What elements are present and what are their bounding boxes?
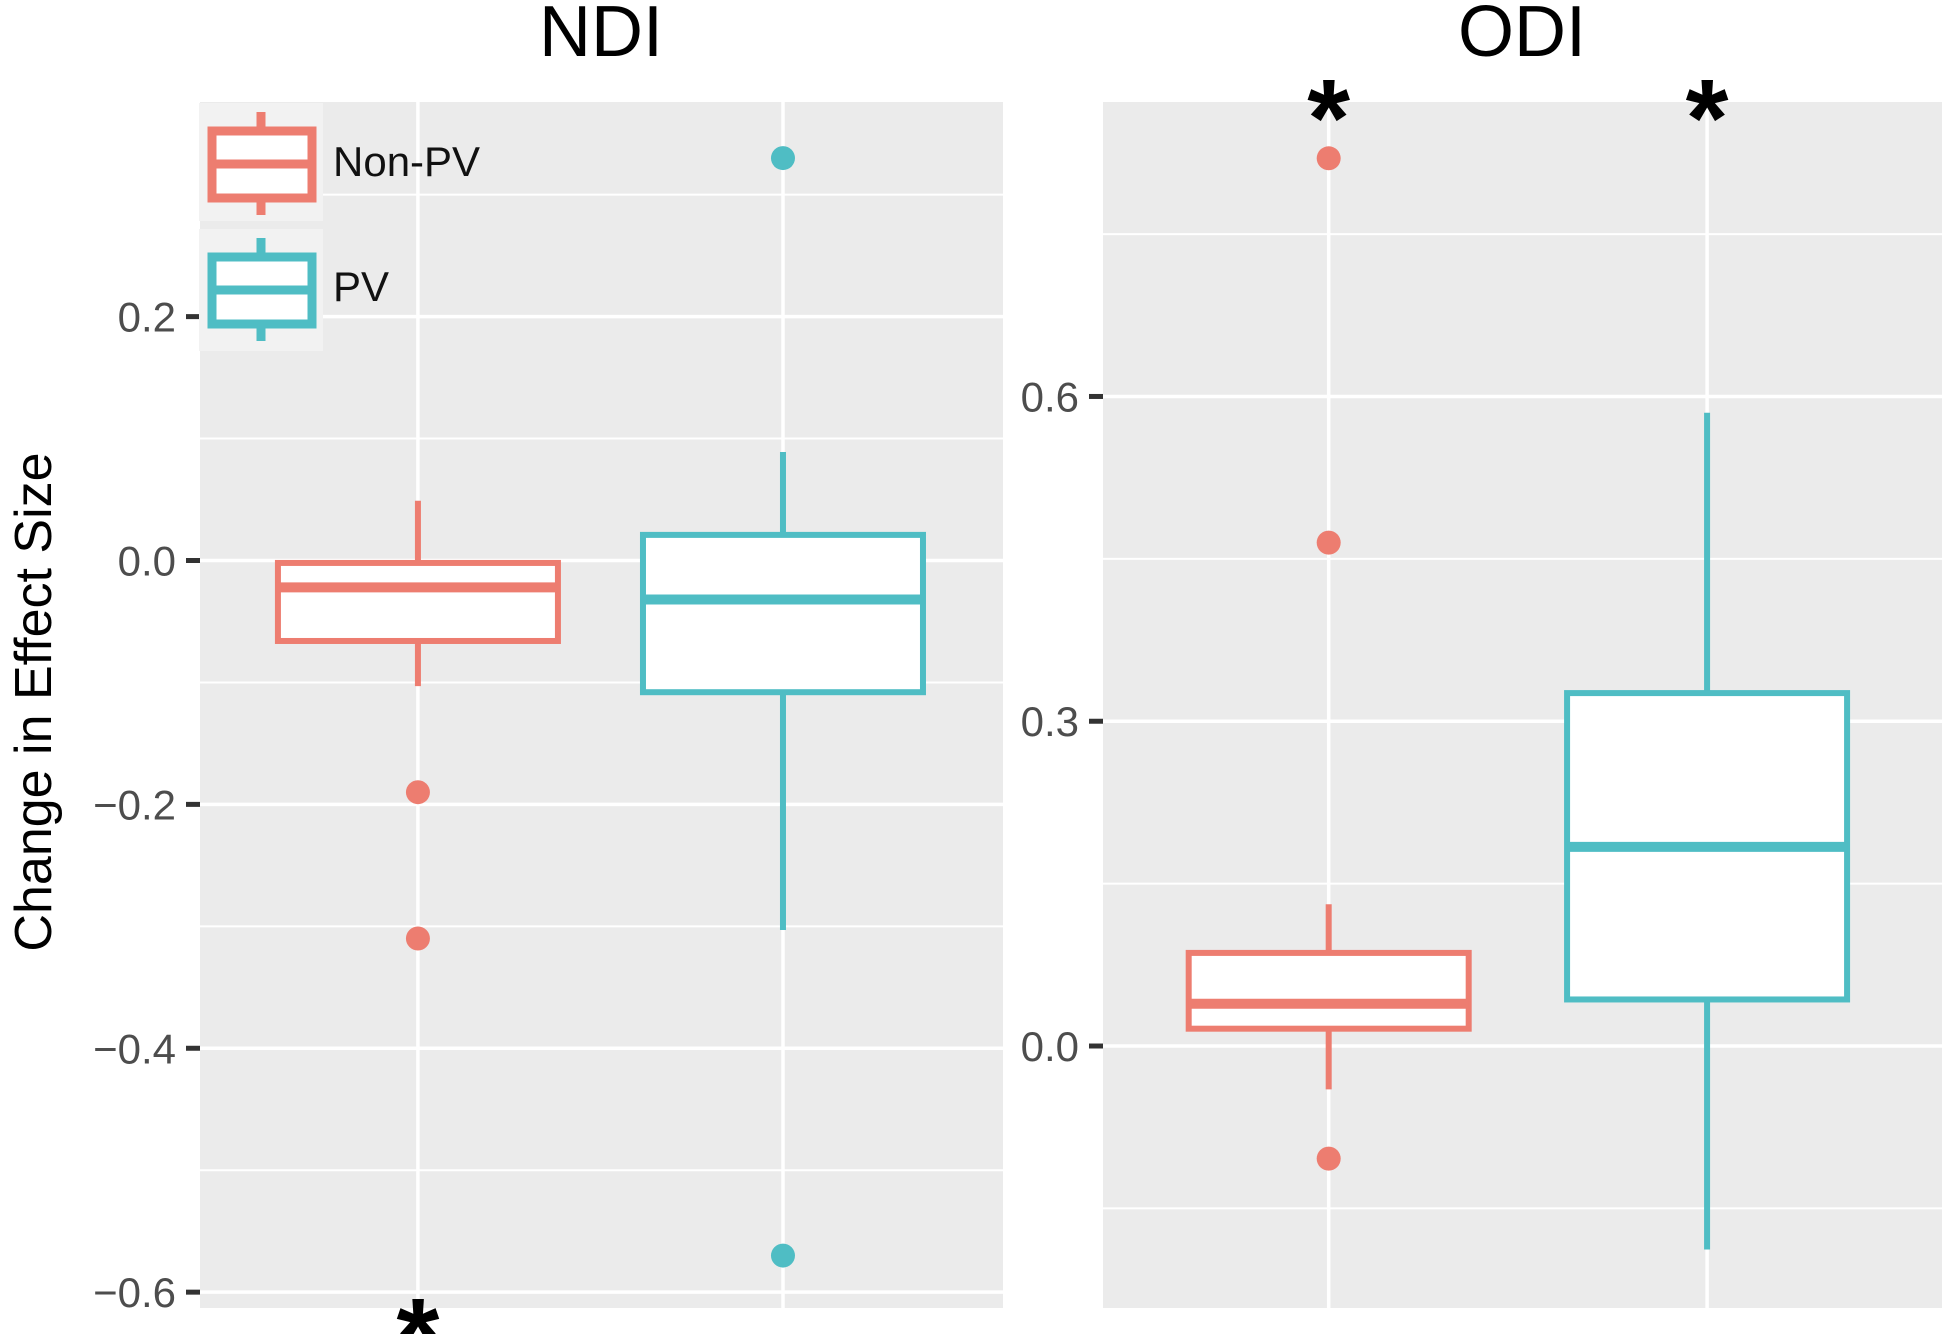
axis-tick-label: 0.0	[1021, 1023, 1079, 1070]
legend-key-non-pv	[199, 103, 323, 221]
boxplot-non-pv: *	[1185, 57, 1472, 1171]
outlier-point	[1316, 146, 1341, 171]
outlier-point	[770, 1243, 795, 1268]
legend-label-non-pv: Non-PV	[333, 138, 481, 185]
iqr-box	[1185, 949, 1472, 1032]
outlier-point	[405, 926, 430, 951]
outlier-point	[1316, 530, 1341, 555]
axis-tick-label: 0.3	[1021, 698, 1079, 745]
panel-title-ndi: NDI	[539, 0, 663, 72]
outlier-point	[1316, 1146, 1341, 1171]
axis-tick-label: 0.2	[118, 294, 176, 341]
legend-key-pv	[199, 229, 323, 351]
outlier-point	[770, 146, 795, 171]
iqr-box	[639, 531, 926, 696]
iqr-box	[274, 559, 561, 644]
axis-tick-label: −0.2	[93, 781, 176, 828]
axis-tick-label: 0.0	[118, 537, 176, 584]
axis-tick-label: −0.6	[93, 1269, 176, 1316]
panel-title-odi: ODI	[1457, 0, 1587, 72]
significance-asterisk: *	[1686, 57, 1729, 180]
outlier-point	[405, 780, 430, 805]
boxplot-non-pv: *	[274, 500, 561, 1334]
significance-asterisk: *	[1307, 57, 1350, 180]
boxplot-pv	[639, 146, 926, 1268]
axis-tick-label: 0.6	[1021, 373, 1079, 420]
boxplot-pv: *	[1564, 57, 1851, 1250]
significance-asterisk: *	[397, 1276, 440, 1334]
axis-tick-label: −0.4	[93, 1025, 176, 1072]
panel-background	[200, 102, 1003, 1308]
legend-label-pv: PV	[333, 263, 390, 310]
